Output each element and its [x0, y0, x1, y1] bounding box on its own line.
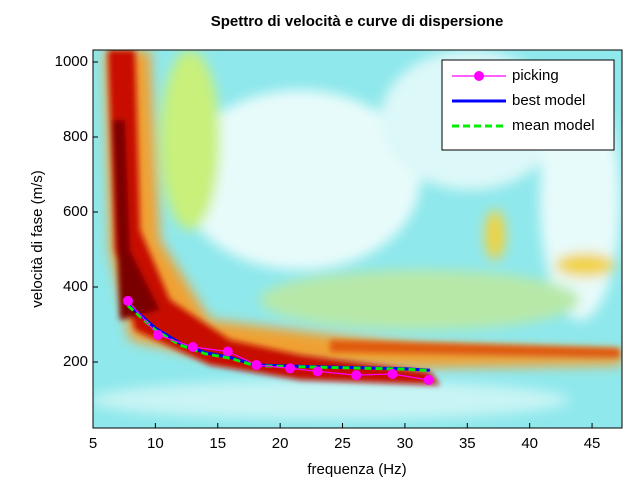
y-tick-label: 400: [63, 278, 88, 295]
x-tick-label: 30: [397, 435, 414, 452]
point: [285, 363, 296, 374]
x-tick-label: 5: [89, 435, 97, 452]
plot-frame: [92, 49, 623, 429]
x-tick-label: 25: [334, 435, 351, 452]
point: [222, 346, 233, 357]
legend: [441, 59, 615, 151]
x-axis-label: frequenza (Hz): [307, 461, 406, 478]
series-line: [126, 304, 430, 373]
x-tick-label: 20: [272, 435, 289, 452]
point: [387, 369, 398, 379]
y-tick-label: 600: [63, 203, 88, 220]
point: [423, 375, 434, 385]
legend-label: best model: [512, 92, 585, 109]
y-axis-label: velocità di fase (m/s): [29, 170, 46, 308]
x-tick-label: 40: [521, 435, 538, 452]
series-line: [127, 300, 429, 381]
point: [152, 330, 163, 340]
y-tick-label: 1000: [55, 53, 88, 70]
legend-label: picking: [512, 67, 559, 84]
point: [351, 370, 362, 381]
chart-title: Spettro di velocità e curve di dispersio…: [211, 13, 504, 30]
y-tick-label: 200: [63, 353, 88, 370]
x-tick-label: 45: [584, 435, 601, 452]
point: [251, 360, 262, 370]
point: [187, 342, 198, 352]
y-tick-label: 800: [63, 128, 88, 145]
legend-label: mean model: [512, 117, 595, 134]
x-tick-label: 35: [459, 435, 476, 452]
x-tick-label: 15: [209, 435, 226, 452]
point: [312, 366, 323, 377]
point: [122, 295, 133, 306]
x-tick-label: 10: [147, 435, 164, 452]
legend-marker: [474, 71, 484, 81]
